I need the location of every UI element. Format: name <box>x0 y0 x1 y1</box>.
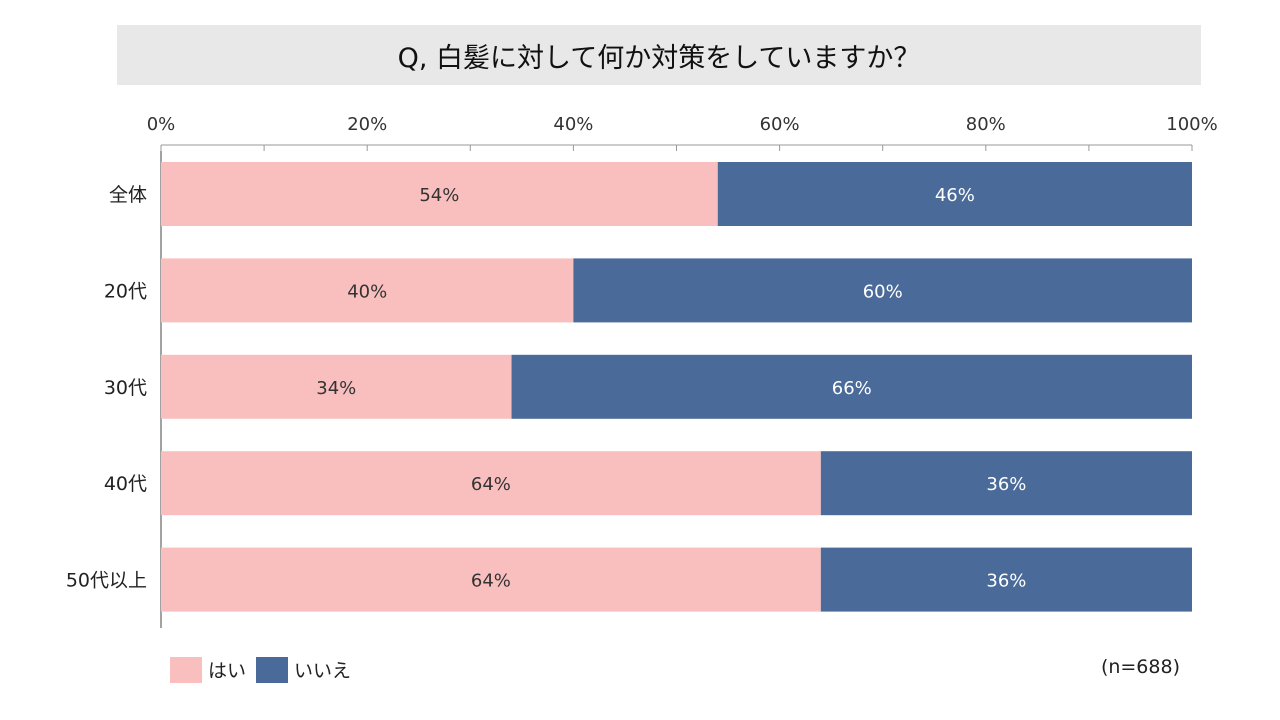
bar-yes <box>161 354 512 419</box>
data-label: 54% <box>419 185 459 206</box>
legend-label-yes: はい <box>208 660 247 682</box>
x-tick-label: 60% <box>760 114 800 135</box>
data-label: 36% <box>986 571 1026 592</box>
bar-no <box>573 258 1192 323</box>
x-tick-label: 0% <box>147 114 176 135</box>
data-label: 64% <box>471 474 511 495</box>
data-label: 64% <box>471 571 511 592</box>
bar-yes <box>161 258 574 323</box>
bar-no <box>820 451 1192 516</box>
category-label: 40代 <box>104 473 147 495</box>
legend-item-yes: はい <box>170 656 246 683</box>
chart-title-bar: Q, 白髪に対して何か対策をしていますか？ <box>117 25 1201 85</box>
bar-yes <box>161 162 718 226</box>
bar-no <box>820 547 1192 612</box>
bar-no <box>511 354 1192 419</box>
legend-swatch-yes <box>170 656 202 683</box>
bar-no <box>717 162 1192 226</box>
x-tick-label: 40% <box>553 114 593 135</box>
legend-item-no: いいえ <box>256 656 351 683</box>
data-label: 66% <box>832 378 872 399</box>
category-label: 全体 <box>109 184 147 206</box>
data-label: 40% <box>347 281 387 302</box>
data-label: 34% <box>316 378 356 399</box>
legend-swatch-no <box>256 656 289 683</box>
x-tick-label: 80% <box>966 114 1006 135</box>
sample-size-note: (n=688) <box>1100 656 1180 678</box>
x-tick-label: 100% <box>1166 114 1217 135</box>
bar-yes <box>161 451 821 516</box>
chart-title: Q, 白髪に対して何か対策をしていますか？ <box>397 42 921 74</box>
bar-yes <box>161 547 821 612</box>
category-label: 30代 <box>104 377 147 399</box>
data-label: 46% <box>935 185 975 206</box>
category-label: 50代以上 <box>66 570 147 592</box>
legend: はい いいえ <box>170 656 361 683</box>
category-label: 20代 <box>104 280 147 302</box>
data-label: 36% <box>986 474 1026 495</box>
x-tick-label: 20% <box>347 114 387 135</box>
data-label: 60% <box>863 281 903 302</box>
legend-label-no: いいえ <box>294 660 352 682</box>
